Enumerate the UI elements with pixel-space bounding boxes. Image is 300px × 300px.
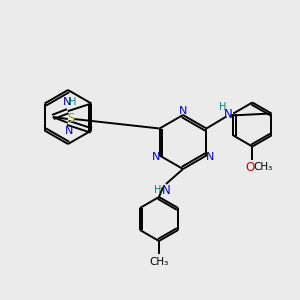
Text: N: N [224,108,233,121]
Text: H: H [69,97,76,107]
Text: CH₃: CH₃ [149,257,169,267]
Text: N: N [206,152,214,163]
Text: S: S [67,112,74,125]
Text: N: N [162,184,170,196]
Text: H: H [154,185,162,195]
Text: N: N [179,106,187,116]
Text: CH₃: CH₃ [254,163,273,172]
Text: O: O [246,161,255,174]
Text: N: N [63,97,71,107]
Text: H: H [219,103,226,112]
Text: N: N [152,152,160,163]
Text: N: N [64,126,73,136]
